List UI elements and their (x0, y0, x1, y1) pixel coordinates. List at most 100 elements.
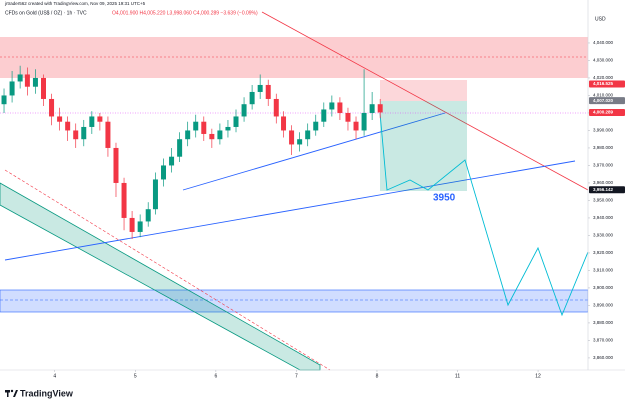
y-tick-label: 3,960.000 (593, 180, 614, 185)
candle-body (329, 102, 335, 110)
y-tick-label: 4,030.000 (593, 58, 614, 63)
candle-body (9, 81, 15, 96)
candle-body (193, 121, 199, 131)
y-tick-label: 3,990.000 (593, 128, 614, 133)
candle-body (97, 116, 103, 122)
dashed-trendline (4, 169, 331, 371)
candle-body (257, 84, 263, 92)
candle-body (225, 126, 231, 131)
candle-body (185, 130, 191, 140)
y-tick-label: 4,020.000 (593, 75, 614, 80)
candle-body (121, 182, 127, 218)
resistance-trendline (261, 11, 589, 191)
y-tick-label: 3,900.000 (593, 285, 614, 290)
projection-path (379, 112, 589, 317)
candle-body (305, 130, 311, 140)
price-label-bg (589, 186, 625, 194)
candle-body (233, 116, 239, 127)
candle-body (49, 98, 55, 117)
candle-body (129, 217, 135, 232)
candle-body (209, 133, 215, 140)
target-box (380, 101, 467, 191)
price-label: 4,000.289 (593, 110, 614, 115)
ohlc: O4,001.900 H4,005.220 L3,998.060 C4,000.… (112, 10, 258, 16)
price-label: 3,956.142 (593, 187, 614, 192)
y-tick-label: 3,980.000 (593, 145, 614, 150)
candle-body (201, 121, 207, 134)
currency: USD (595, 16, 606, 22)
candle-body (89, 116, 95, 127)
candle-body (321, 109, 327, 122)
y-tick-label: 3,950.000 (593, 198, 614, 203)
candle-body (361, 112, 367, 131)
x-tick-label: 7 (295, 373, 298, 379)
candle-body (137, 221, 143, 232)
price-label: 4,016.525 (593, 81, 614, 86)
y-tick-label: 3,970.000 (593, 163, 614, 168)
candle-body (377, 104, 383, 113)
candle-body (353, 121, 359, 131)
symbol: CFDs on Gold (US$ / OZ) · 1h · TVC (5, 10, 87, 16)
resistance-zone (0, 37, 588, 78)
logo-icon (5, 389, 18, 397)
stop-box (380, 80, 467, 101)
support-trendline (4, 160, 576, 261)
candle-body (24, 74, 30, 87)
candle-body (241, 104, 247, 117)
price-label: 4,007.020 (593, 98, 614, 103)
x-tick-label: 12 (535, 373, 541, 379)
candle-body (217, 130, 223, 140)
candle-body (145, 209, 151, 222)
y-tick-label: 3,890.000 (593, 303, 614, 308)
candle-body (265, 84, 271, 99)
x-tick-label: 11 (455, 373, 460, 379)
y-tick-label: 3,940.000 (593, 215, 614, 220)
candle-body (113, 147, 119, 183)
candle-body (105, 121, 111, 148)
candles (1, 65, 383, 239)
credit: jrtrader562 created with TradingView.com… (4, 1, 146, 6)
x-tick-label: 6 (214, 373, 217, 379)
y-tick-label: 3,870.000 (593, 338, 614, 343)
candle-body (337, 102, 343, 113)
candle-body (177, 139, 183, 157)
candle-body (289, 130, 295, 145)
candle-body (57, 116, 63, 122)
price-label-bg (589, 80, 625, 88)
candle-body (273, 98, 279, 117)
logo: TradingView (20, 388, 74, 398)
y-tick-label: 3,910.000 (593, 268, 614, 273)
candle-body (313, 121, 319, 131)
drawings (0, 11, 589, 371)
candle-body (281, 116, 287, 131)
candle-body (81, 126, 87, 140)
price-label-bg (589, 108, 625, 116)
price-label-bg (589, 97, 625, 105)
y-tick-label: 3,860.000 (593, 355, 614, 360)
candle-body (40, 77, 46, 99)
candle-body (345, 112, 351, 122)
candle-body (1, 95, 7, 105)
candle-body (73, 130, 79, 140)
x-tick-label: 4 (53, 373, 56, 379)
y-tick-label: 3,880.000 (593, 320, 614, 325)
x-tick-label: 8 (376, 373, 379, 379)
candle-body (169, 156, 175, 166)
y-tick-label: 3,920.000 (593, 250, 614, 255)
candle-body (161, 165, 167, 180)
candle-body (249, 91, 255, 105)
y-tick-label: 3,930.000 (593, 233, 614, 238)
candle-body (297, 139, 303, 145)
candle-body (152, 179, 158, 210)
y-tick-label: 4,040.000 (593, 40, 614, 45)
candle-body (17, 74, 23, 82)
x-tick-label: 5 (134, 373, 137, 379)
candle-body (65, 121, 71, 131)
candle-body (369, 104, 375, 113)
support-zone (0, 289, 589, 313)
candle-body (32, 77, 38, 87)
price-axis-bg (588, 0, 625, 407)
y-tick-label: 4,010.000 (593, 93, 614, 98)
